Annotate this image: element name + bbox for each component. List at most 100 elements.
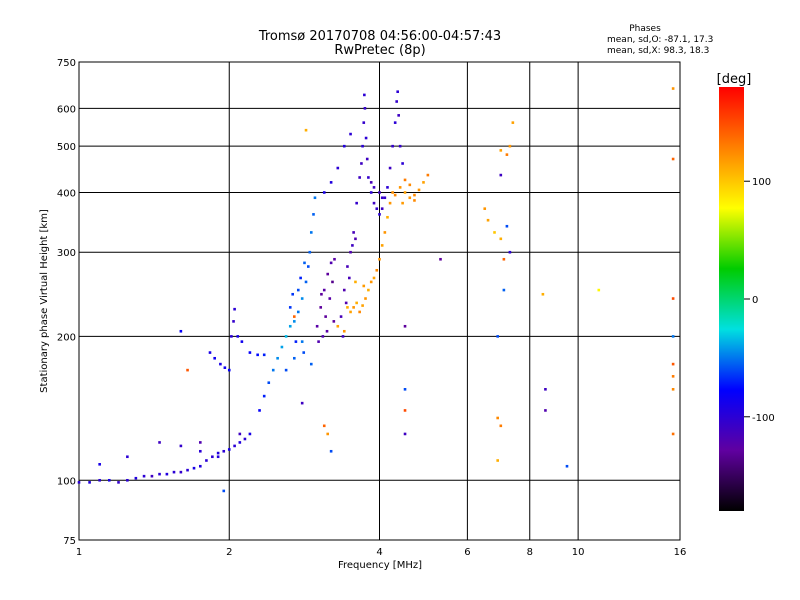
data-point [439,257,442,261]
data-point [401,162,404,165]
x-tick-label: 2 [226,547,232,558]
data-point [98,478,101,482]
data-point [358,310,361,314]
data-point [304,128,308,132]
data-point [336,324,340,328]
data-point [158,472,161,476]
data-point [216,455,220,459]
data-point [199,449,202,453]
data-point [313,196,317,200]
data-point [391,191,394,194]
data-point [300,401,304,405]
data-point [302,351,306,354]
data-point [352,306,355,309]
data-point [351,244,354,247]
data-point [233,444,236,448]
y-tick-label: 400 [57,188,76,199]
data-point [309,362,313,366]
x-axis-label: Frequency [MHz] [338,560,422,571]
data-point [505,224,509,228]
data-point [258,409,261,412]
data-point [346,265,349,268]
data-point [401,201,404,205]
data-point [322,424,326,428]
data-point [284,335,288,338]
data-point [339,315,343,318]
data-point [493,231,496,234]
data-point [329,181,333,184]
data-point [403,432,407,436]
data-point [326,272,330,276]
y-tick-label: 200 [57,332,76,343]
data-point [393,193,397,197]
plot-area: 1 2 4 6 8 10 16 75 100 200 300 400 500 600 750 [57,58,686,558]
data-point [362,121,366,124]
data-point [238,432,242,436]
data-point [243,437,247,441]
data-point [388,166,392,170]
data-point [358,176,361,179]
data-point [262,353,266,357]
data-point [671,157,675,161]
data-point [486,218,490,222]
data-point [511,121,515,124]
data-point [541,292,545,296]
data-point [386,186,389,189]
data-point [349,132,352,136]
data-point [293,356,296,360]
data-point [388,201,392,205]
data-point [403,409,407,412]
data-point [508,250,512,254]
chart-subtitle: RwPretec (8p) [334,43,425,58]
data-point [213,356,216,360]
data-point [219,362,222,366]
data-point [300,340,304,343]
data-point [364,136,368,140]
data-point [361,304,364,307]
data-point [355,201,358,205]
colorbar-tick-label: 0 [752,295,758,306]
data-point [317,340,320,343]
data-point [192,466,196,470]
data-point [369,191,373,194]
data-point [240,340,244,343]
data-point [88,481,91,484]
data-point [230,335,233,338]
data-point [211,455,214,459]
x-tick-label: 6 [464,547,470,558]
data-point [248,432,252,436]
data-point [499,149,503,152]
data-point [179,329,183,333]
x-tick-label: 10 [572,547,585,558]
data-point [284,368,288,372]
data-point [671,297,675,300]
data-point [483,207,487,210]
data-point [422,181,425,184]
data-point [349,250,352,254]
data-point [499,173,503,177]
stats-line-x: mean, sd,X: 98.3, 18.3 [607,46,709,56]
data-point [333,257,336,261]
y-tick-label: 750 [57,58,76,69]
data-point [671,432,675,436]
data-point [222,489,226,493]
data-point [342,144,346,148]
data-point [363,107,367,110]
data-point [208,351,212,354]
data-point [126,455,129,459]
data-point [98,463,101,466]
data-point [352,231,355,234]
data-point [375,207,379,210]
data-point [671,335,675,338]
data-point [216,451,220,455]
data-point [378,213,381,216]
data-point [227,368,231,372]
data-point [315,324,319,328]
data-point [544,388,547,391]
data-point [671,87,675,90]
y-tick-label: 300 [57,248,76,259]
data-point [380,207,384,210]
data-point [597,288,601,292]
data-point [134,476,138,480]
data-point [398,186,402,189]
